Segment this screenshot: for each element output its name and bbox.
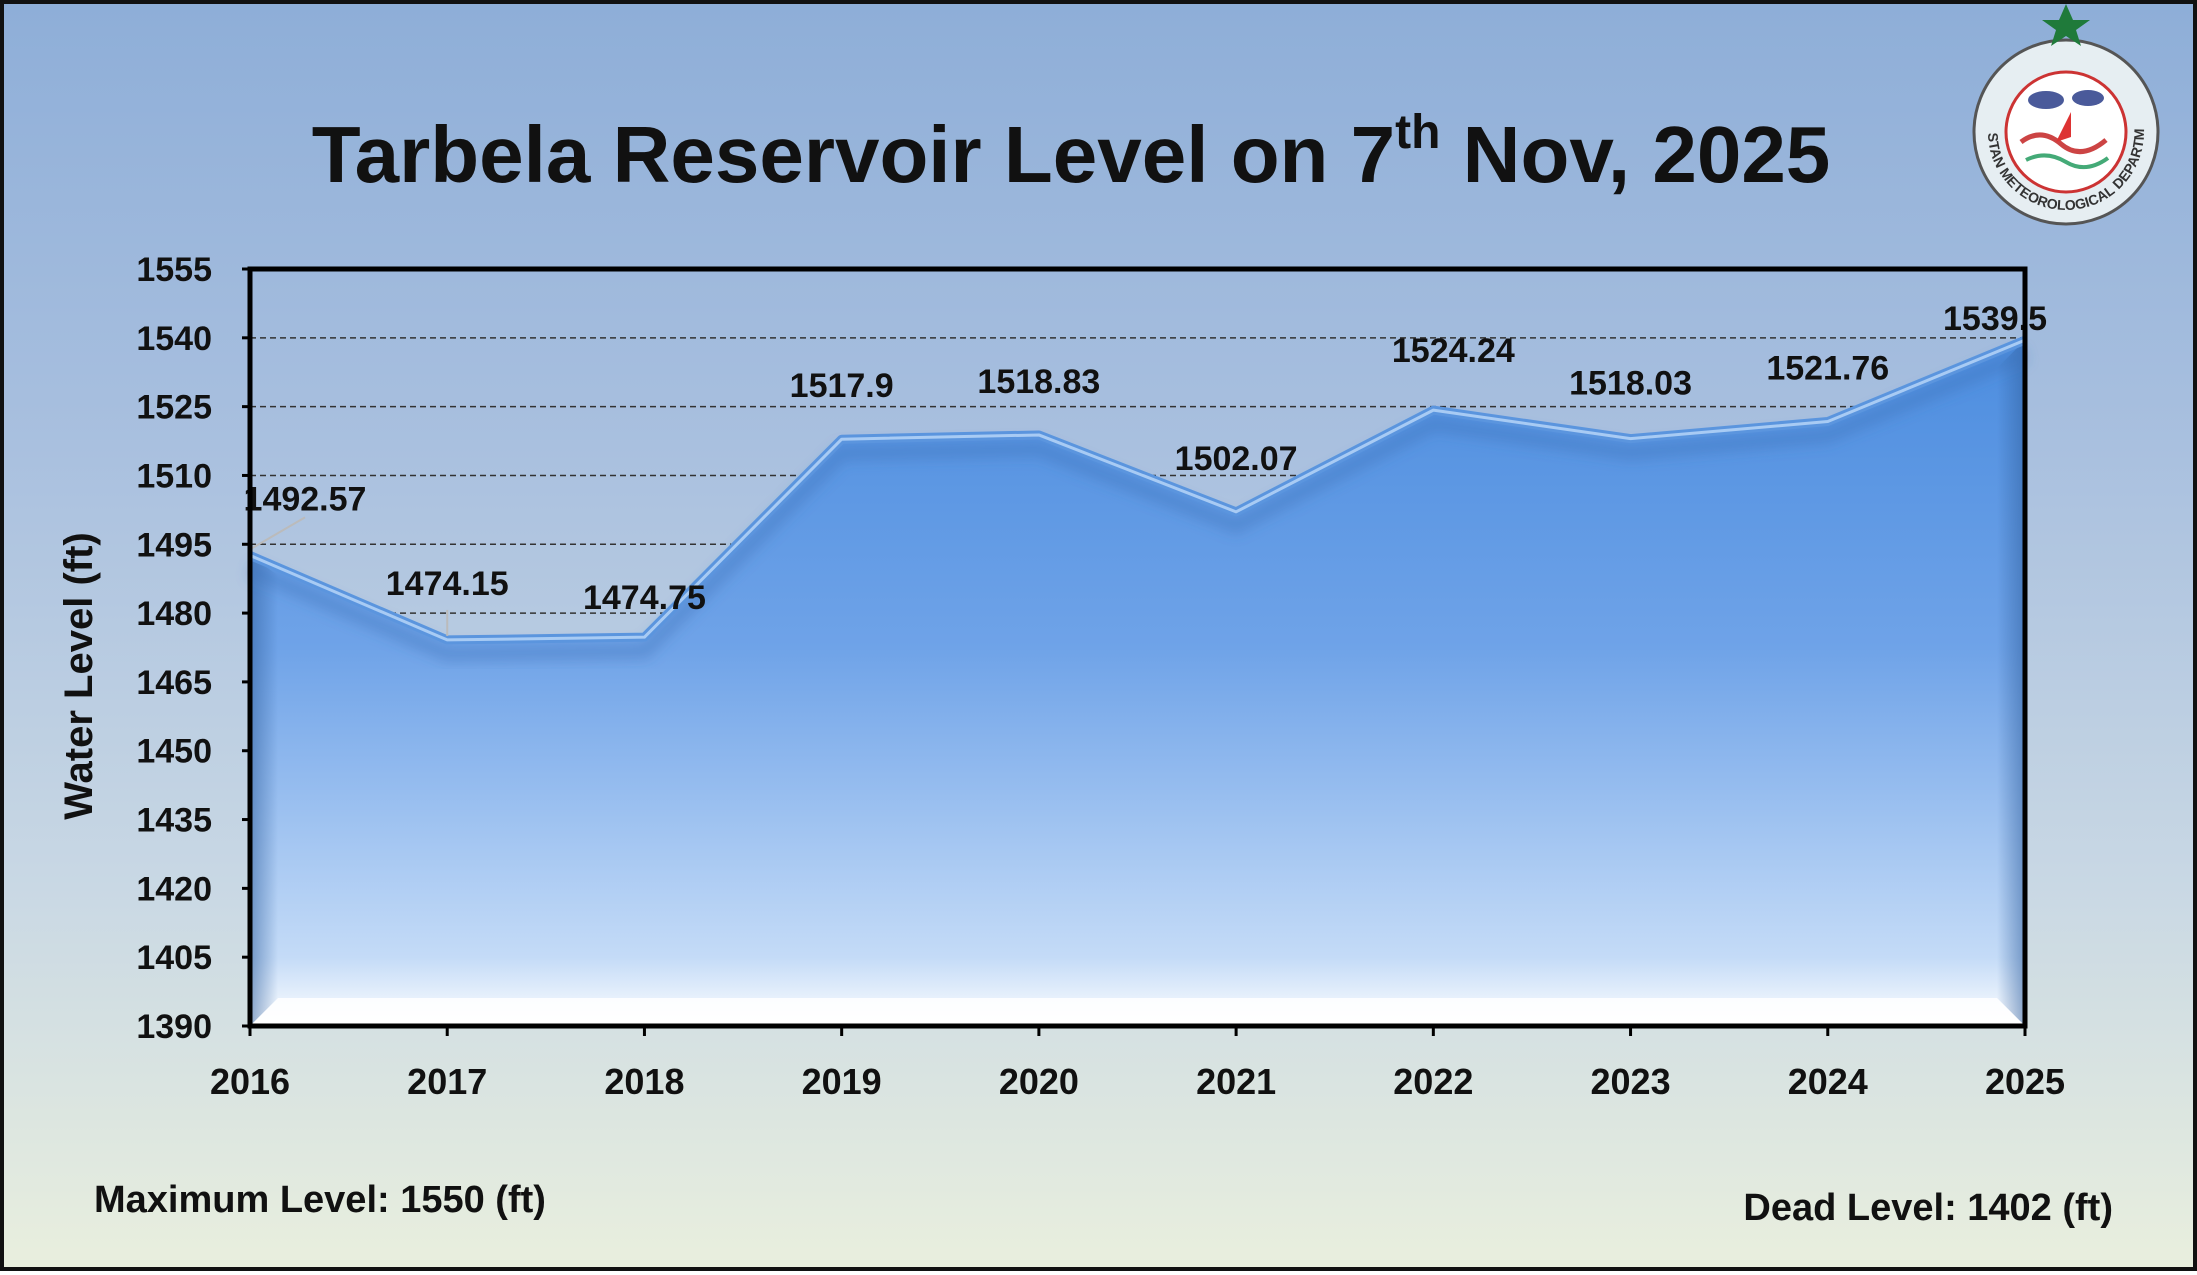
y-tick-label: 1435	[136, 802, 212, 840]
area-edge-shadow	[246, 346, 2029, 662]
y-tick-label: 1495	[136, 526, 212, 564]
y-tick-label: 1555	[136, 251, 212, 289]
data-label: 1539.5	[1943, 300, 2047, 338]
x-tick-label: 2017	[407, 1061, 487, 1102]
data-label: 1517.9	[790, 367, 894, 405]
y-tick-label: 1420	[136, 870, 212, 908]
area-bottom-bevel	[250, 998, 2025, 1026]
data-label: 1524.24	[1392, 332, 1515, 370]
y-tick-label: 1390	[136, 1008, 212, 1046]
x-tick-label: 2024	[1788, 1061, 1868, 1102]
data-label: 1502.07	[1175, 440, 1298, 478]
chart-canvas: Tarbela Reservoir Level on 7th Nov, 2025…	[57, 4, 2160, 1102]
x-tick-label: 2025	[1985, 1061, 2065, 1102]
area-fill	[250, 340, 2025, 1026]
x-tick-label: 2019	[802, 1061, 882, 1102]
area-left-bevel	[250, 555, 278, 1026]
area-right-bevel	[1997, 340, 2025, 1026]
leader-lines	[249, 516, 449, 636]
series-line-highlight	[249, 338, 2026, 642]
data-label: 1518.03	[1569, 365, 1692, 403]
x-tick-label: 2016	[210, 1061, 290, 1102]
x-tick-label: 2023	[1591, 1061, 1671, 1102]
data-label: 1474.15	[386, 565, 509, 603]
chart-title-suffix: Nov, 2025	[1440, 110, 1830, 199]
leader-line	[249, 516, 306, 551]
data-label: 1518.83	[977, 363, 1100, 401]
y-axis-title: Water Level (ft)	[57, 532, 101, 819]
x-tick-label: 2020	[999, 1061, 1079, 1102]
x-tick-label: 2022	[1393, 1061, 1473, 1102]
y-tick-label: 1405	[136, 939, 212, 977]
pmd-logo: PAKISTAN METEOROLOGICAL DEPARTMENT	[1972, 4, 2160, 226]
data-label: 1521.76	[1766, 350, 1889, 388]
maximum-level-note: Maximum Level: 1550 (ft)	[94, 1179, 546, 1221]
y-axis-ticks: 1390 1405 1420 1435 1450 1465 1480 1495 1510 1525…	[136, 251, 250, 1046]
y-tick-label: 1540	[136, 320, 212, 358]
data-label: 1492.57	[244, 480, 367, 518]
y-tick-label: 1510	[136, 457, 212, 495]
chart-title-main: Tarbela Reservoir Level on 7	[312, 110, 1395, 199]
x-axis-ticks: 2016 2017 2018 2019 2020 2021 2022 2023 2024 2025	[210, 1026, 2065, 1102]
chart-title: Tarbela Reservoir Level on 7th Nov, 2025	[312, 106, 1831, 199]
data-labels: 1492.57 1474.15 1474.75 1517.9 1518.83 1502.0…	[244, 300, 2047, 617]
y-tick-label: 1480	[136, 595, 212, 633]
y-tick-label: 1525	[136, 389, 212, 427]
area-series	[246, 335, 2029, 1026]
x-tick-label: 2018	[604, 1061, 684, 1102]
chart-title-superscript: th	[1395, 106, 1440, 159]
y-tick-label: 1450	[136, 733, 212, 771]
plot-area-border	[247, 266, 2028, 1029]
dead-level-note: Dead Level: 1402 (ft)	[1743, 1187, 2113, 1229]
data-label: 1474.75	[583, 579, 706, 617]
x-tick-label: 2021	[1196, 1061, 1276, 1102]
y-tick-label: 1465	[136, 664, 212, 702]
